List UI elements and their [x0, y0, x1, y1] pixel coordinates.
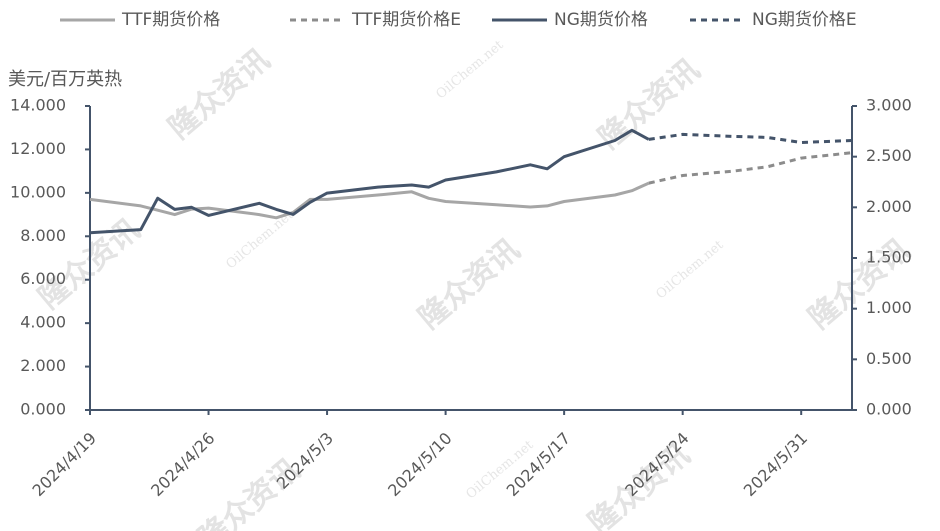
y2-tick-label: 2.000	[866, 197, 912, 216]
watermark: 隆众资讯	[162, 42, 276, 146]
x-tick-label: 2024/4/26	[147, 429, 218, 500]
y-tick-label: 8.000	[20, 226, 66, 245]
y2-tick-label: 0.500	[866, 349, 912, 368]
legend-label: TTF期货价格	[121, 10, 220, 30]
watermark: OilChem.net	[223, 207, 297, 272]
y2-tick-label: 1.000	[866, 298, 912, 317]
y-tick-label: 14.000	[10, 96, 66, 115]
legend-label: NG期货价格E	[752, 10, 857, 30]
series-line	[648, 132, 853, 144]
y2-tick-label: 3.000	[866, 96, 912, 115]
series-line	[89, 128, 650, 235]
series-line	[648, 151, 853, 185]
y2-tick-label: 1.500	[866, 248, 912, 267]
legend-label: TTF期货价格E	[351, 10, 461, 30]
y2-tick-label: 0.000	[866, 400, 912, 419]
y-tick-label: 12.000	[10, 139, 66, 158]
x-tick-label: 2024/5/31	[740, 429, 811, 500]
watermark: OilChem.net	[653, 237, 727, 302]
y-tick-label: 4.000	[20, 313, 66, 332]
y-tick-label: 0.000	[20, 400, 66, 419]
x-tick-label: 2024/4/19	[29, 429, 100, 500]
x-tick-label: 2024/5/10	[384, 429, 455, 500]
series-line	[89, 181, 650, 220]
y-tick-label: 10.000	[10, 182, 66, 201]
y-tick-label: 6.000	[20, 269, 66, 288]
y-axis-label: 美元/百万英热	[8, 69, 122, 90]
watermark: OilChem.net	[433, 37, 507, 102]
y2-tick-label: 2.500	[866, 146, 912, 165]
legend-label: NG期货价格	[554, 10, 648, 30]
watermark: 隆众资讯	[412, 232, 526, 336]
y-tick-label: 2.000	[20, 356, 66, 375]
